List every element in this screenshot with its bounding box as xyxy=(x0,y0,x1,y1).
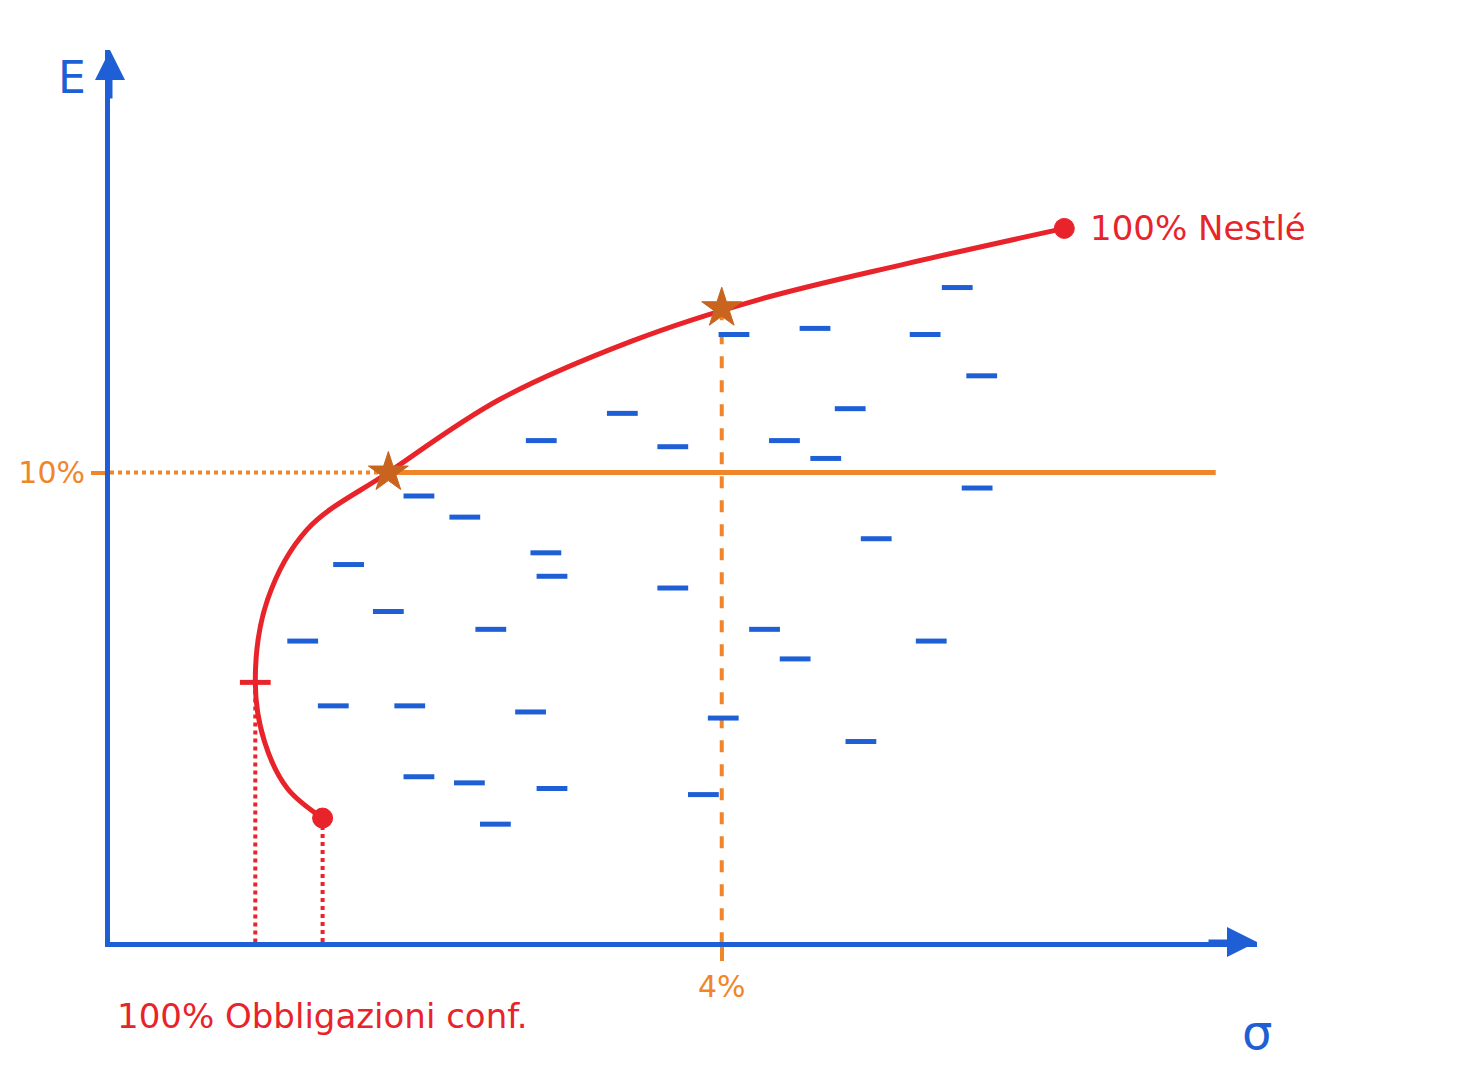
svg-text:σ: σ xyxy=(1242,1004,1272,1060)
svg-text:E: E xyxy=(58,52,86,103)
svg-text:10%: 10% xyxy=(18,455,85,490)
svg-text:4%: 4% xyxy=(698,969,746,1004)
svg-text:100% Obbligazioni conf.: 100% Obbligazioni conf. xyxy=(117,996,528,1036)
svg-text:100% Nestlé: 100% Nestlé xyxy=(1090,208,1306,248)
